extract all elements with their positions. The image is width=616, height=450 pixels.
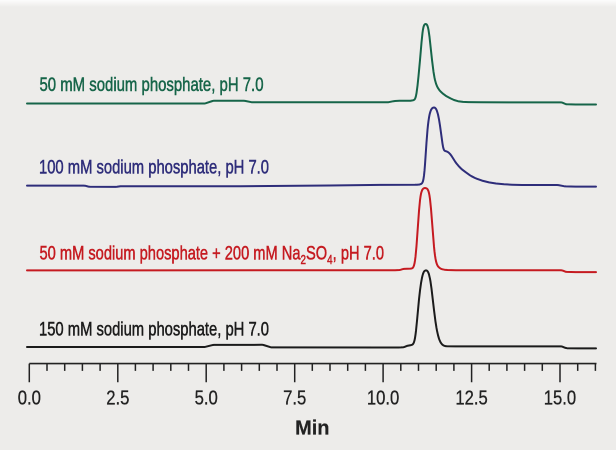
svg-text:50 mM sodium phosphate, pH 7.0: 50 mM sodium phosphate, pH 7.0 bbox=[40, 75, 264, 96]
svg-text:12.5: 12.5 bbox=[455, 387, 487, 409]
svg-text:0.0: 0.0 bbox=[18, 387, 41, 409]
svg-text:150 mM sodium phosphate, pH 7.: 150 mM sodium phosphate, pH 7.0 bbox=[39, 319, 269, 340]
svg-text:100 mM sodium phosphate, pH 7.: 100 mM sodium phosphate, pH 7.0 bbox=[39, 157, 269, 178]
svg-text:50 mM sodium phosphate + 200 m: 50 mM sodium phosphate + 200 mM Na2SO4, … bbox=[40, 243, 385, 267]
svg-text:2.5: 2.5 bbox=[106, 387, 129, 409]
svg-text:7.5: 7.5 bbox=[283, 387, 306, 409]
svg-text:10.0: 10.0 bbox=[367, 387, 399, 409]
svg-text:15.0: 15.0 bbox=[544, 387, 576, 409]
svg-text:5.0: 5.0 bbox=[195, 387, 218, 409]
svg-text:Min: Min bbox=[295, 418, 329, 440]
